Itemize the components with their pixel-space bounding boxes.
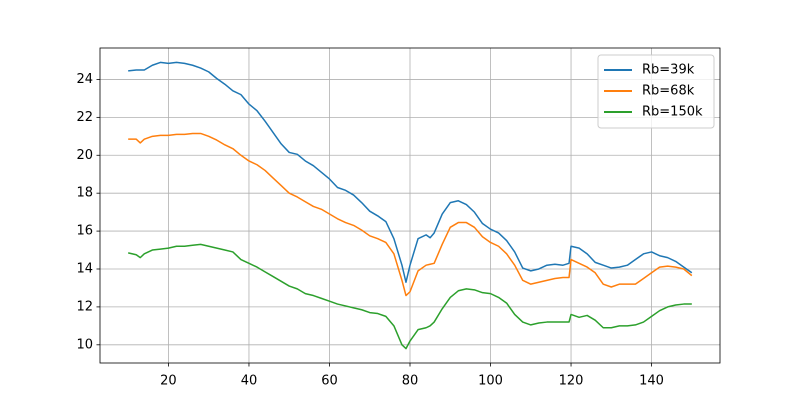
data-line bbox=[128, 243, 692, 350]
x-tick-label: 60 bbox=[321, 374, 338, 389]
y-tick-label: 18 bbox=[76, 186, 93, 201]
y-tick-label: 12 bbox=[76, 299, 93, 314]
y-tick-label: 20 bbox=[76, 148, 93, 163]
data-line bbox=[128, 61, 693, 284]
x-tick-label: 140 bbox=[639, 374, 664, 389]
x-tick-label: 80 bbox=[402, 374, 419, 389]
plot-frame bbox=[99, 47, 721, 364]
x-tick-label: 100 bbox=[478, 374, 503, 389]
y-tick-label: 10 bbox=[76, 337, 93, 352]
data-line bbox=[128, 132, 693, 297]
x-tick-label: 40 bbox=[241, 374, 258, 389]
y-tick-label: 16 bbox=[76, 224, 93, 239]
legend-label: Rb=39k bbox=[642, 63, 695, 78]
legend-box bbox=[597, 54, 715, 129]
y-tick-label: 24 bbox=[76, 72, 93, 87]
y-tick-label: 14 bbox=[76, 261, 93, 276]
x-tick-label: 20 bbox=[160, 374, 177, 389]
y-tick-label: 22 bbox=[76, 110, 93, 125]
legend-label: Rb=150k bbox=[642, 105, 703, 120]
legend-label: Rb=68k bbox=[642, 84, 695, 99]
x-tick-label: 120 bbox=[559, 374, 584, 389]
